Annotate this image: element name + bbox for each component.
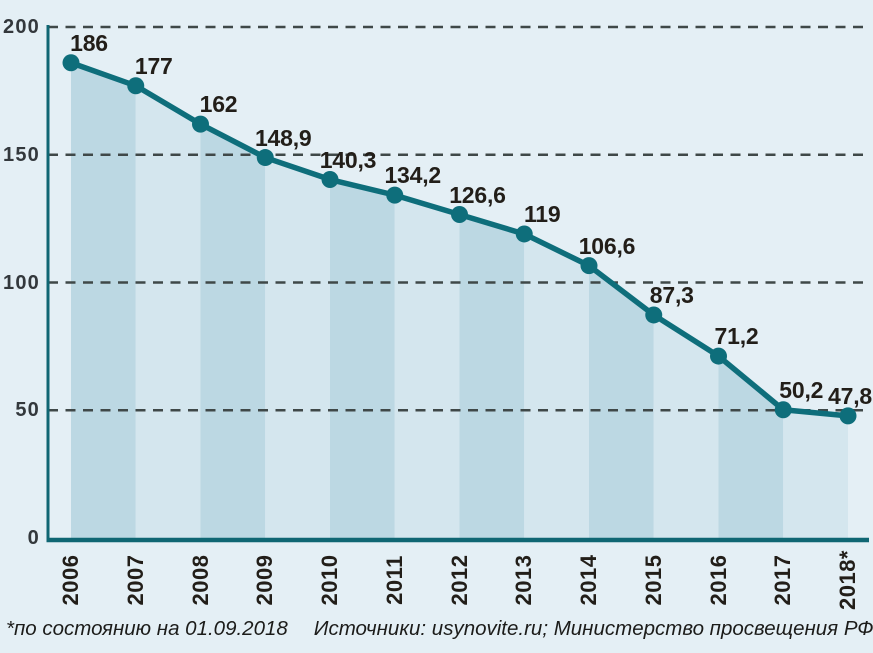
data-point [645,306,663,324]
x-tick-label: 2016 [705,554,731,606]
area-band [265,157,330,541]
area-band [459,214,525,541]
sources-text: Источники: usynovite.ru; Министерство пр… [313,617,873,640]
area-band [524,233,589,540]
data-point-value: 126,6 [449,181,506,208]
data-point-value: 119 [523,200,561,227]
x-tick-label: 2007 [122,554,148,606]
area-band [589,265,654,540]
area-band [653,314,719,540]
data-point [256,149,274,167]
x-tick-label: 2006 [58,554,83,606]
data-point [580,257,598,275]
chart-footer: *по состоянию на 01.09.2018 Источники: u… [6,617,873,641]
x-tick-label: 2012 [446,554,472,606]
data-point [62,54,80,72]
area-band [394,195,460,540]
area-band [200,124,266,540]
data-point-value: 177 [134,52,173,79]
x-tick-label: 2013 [511,554,537,606]
x-tick-label: 2009 [252,554,278,606]
y-tick-label: 100 [3,271,40,294]
x-tick-label: 2018* [835,550,860,611]
area-band [330,179,395,540]
x-tick-label: 2014 [576,554,601,606]
data-point-value: 162 [199,91,238,118]
data-point-value: 87,3 [649,281,694,308]
data-point [515,225,533,243]
data-point [192,115,209,133]
x-tick-label: 2011 [381,555,407,605]
x-tick-label: 2010 [317,554,342,606]
data-point [839,407,857,425]
data-point-value: 106,6 [578,232,636,259]
data-point-value: 71,2 [714,323,759,350]
data-point [774,401,792,419]
x-tick-label: 2008 [187,554,213,606]
data-point [386,186,404,204]
y-tick-label: 0 [27,527,40,549]
area-band [783,409,848,540]
data-point-value: 134,2 [384,162,442,189]
data-point-value: 50,2 [779,376,824,403]
data-point [321,171,339,189]
data-point [127,77,145,95]
area-band [718,356,784,540]
data-point-value: 148,9 [254,124,312,151]
data-point-value: 140,3 [319,146,377,173]
y-tick-label: 200 [3,16,40,38]
x-tick-label: 2017 [770,554,796,606]
data-point [451,206,468,224]
data-point-value: 47,8 [828,382,872,409]
footnote-text: *по состоянию на 01.09.2018 [6,617,288,640]
y-tick-label: 50 [15,399,40,422]
x-tick-label: 2015 [640,554,666,606]
area-band [71,62,136,541]
data-point [710,347,727,365]
area-band [135,85,201,540]
data-point-value: 186 [70,29,108,56]
y-tick-label: 150 [3,143,40,166]
